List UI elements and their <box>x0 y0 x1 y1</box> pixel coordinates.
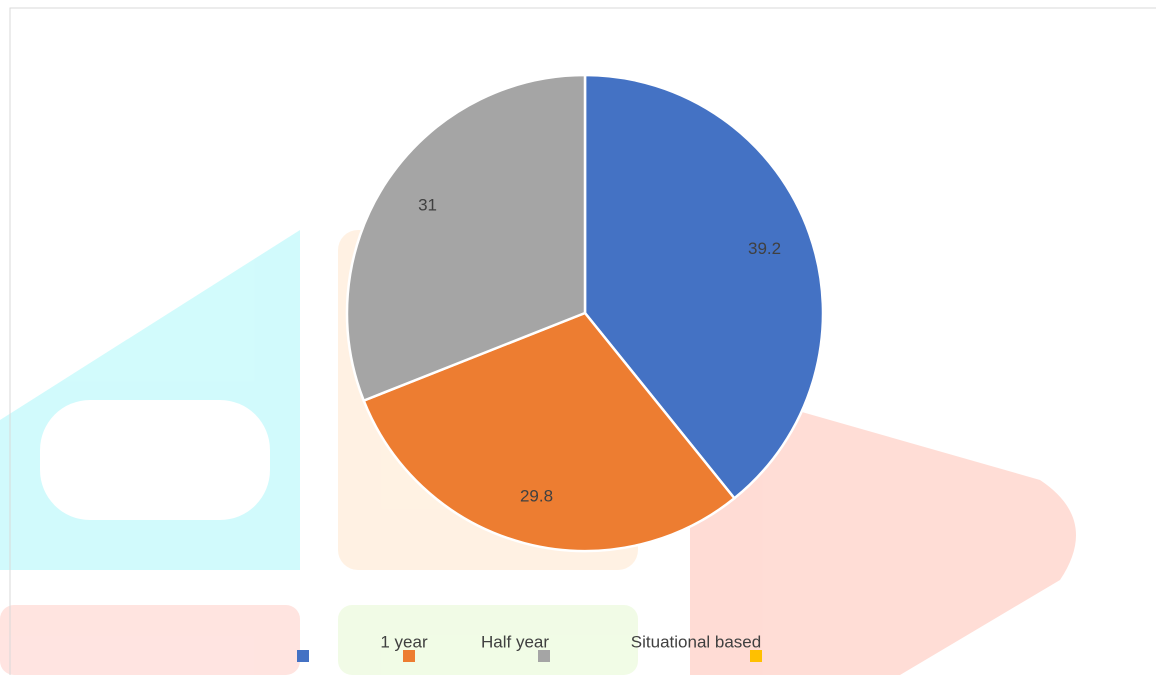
legend-label: 1 year <box>380 632 428 651</box>
legend-marker <box>538 650 550 662</box>
data-label: 39.2 <box>748 239 781 258</box>
data-label: 29.8 <box>520 487 553 506</box>
pie-slice <box>362 311 737 553</box>
legend-label: Situational based <box>631 632 761 651</box>
pie-slice <box>345 73 587 403</box>
chart-frame <box>9 7 1156 675</box>
pie: 39.2 29.8 31 <box>345 73 825 553</box>
legend-label: Half year <box>481 632 549 651</box>
legend-marker <box>297 650 309 662</box>
legend-marker <box>403 650 415 662</box>
pie-slice <box>583 73 825 501</box>
data-label: 31 <box>418 195 437 214</box>
legend-marker <box>750 650 762 662</box>
legend: 1 year Half year Situational based <box>297 632 762 662</box>
